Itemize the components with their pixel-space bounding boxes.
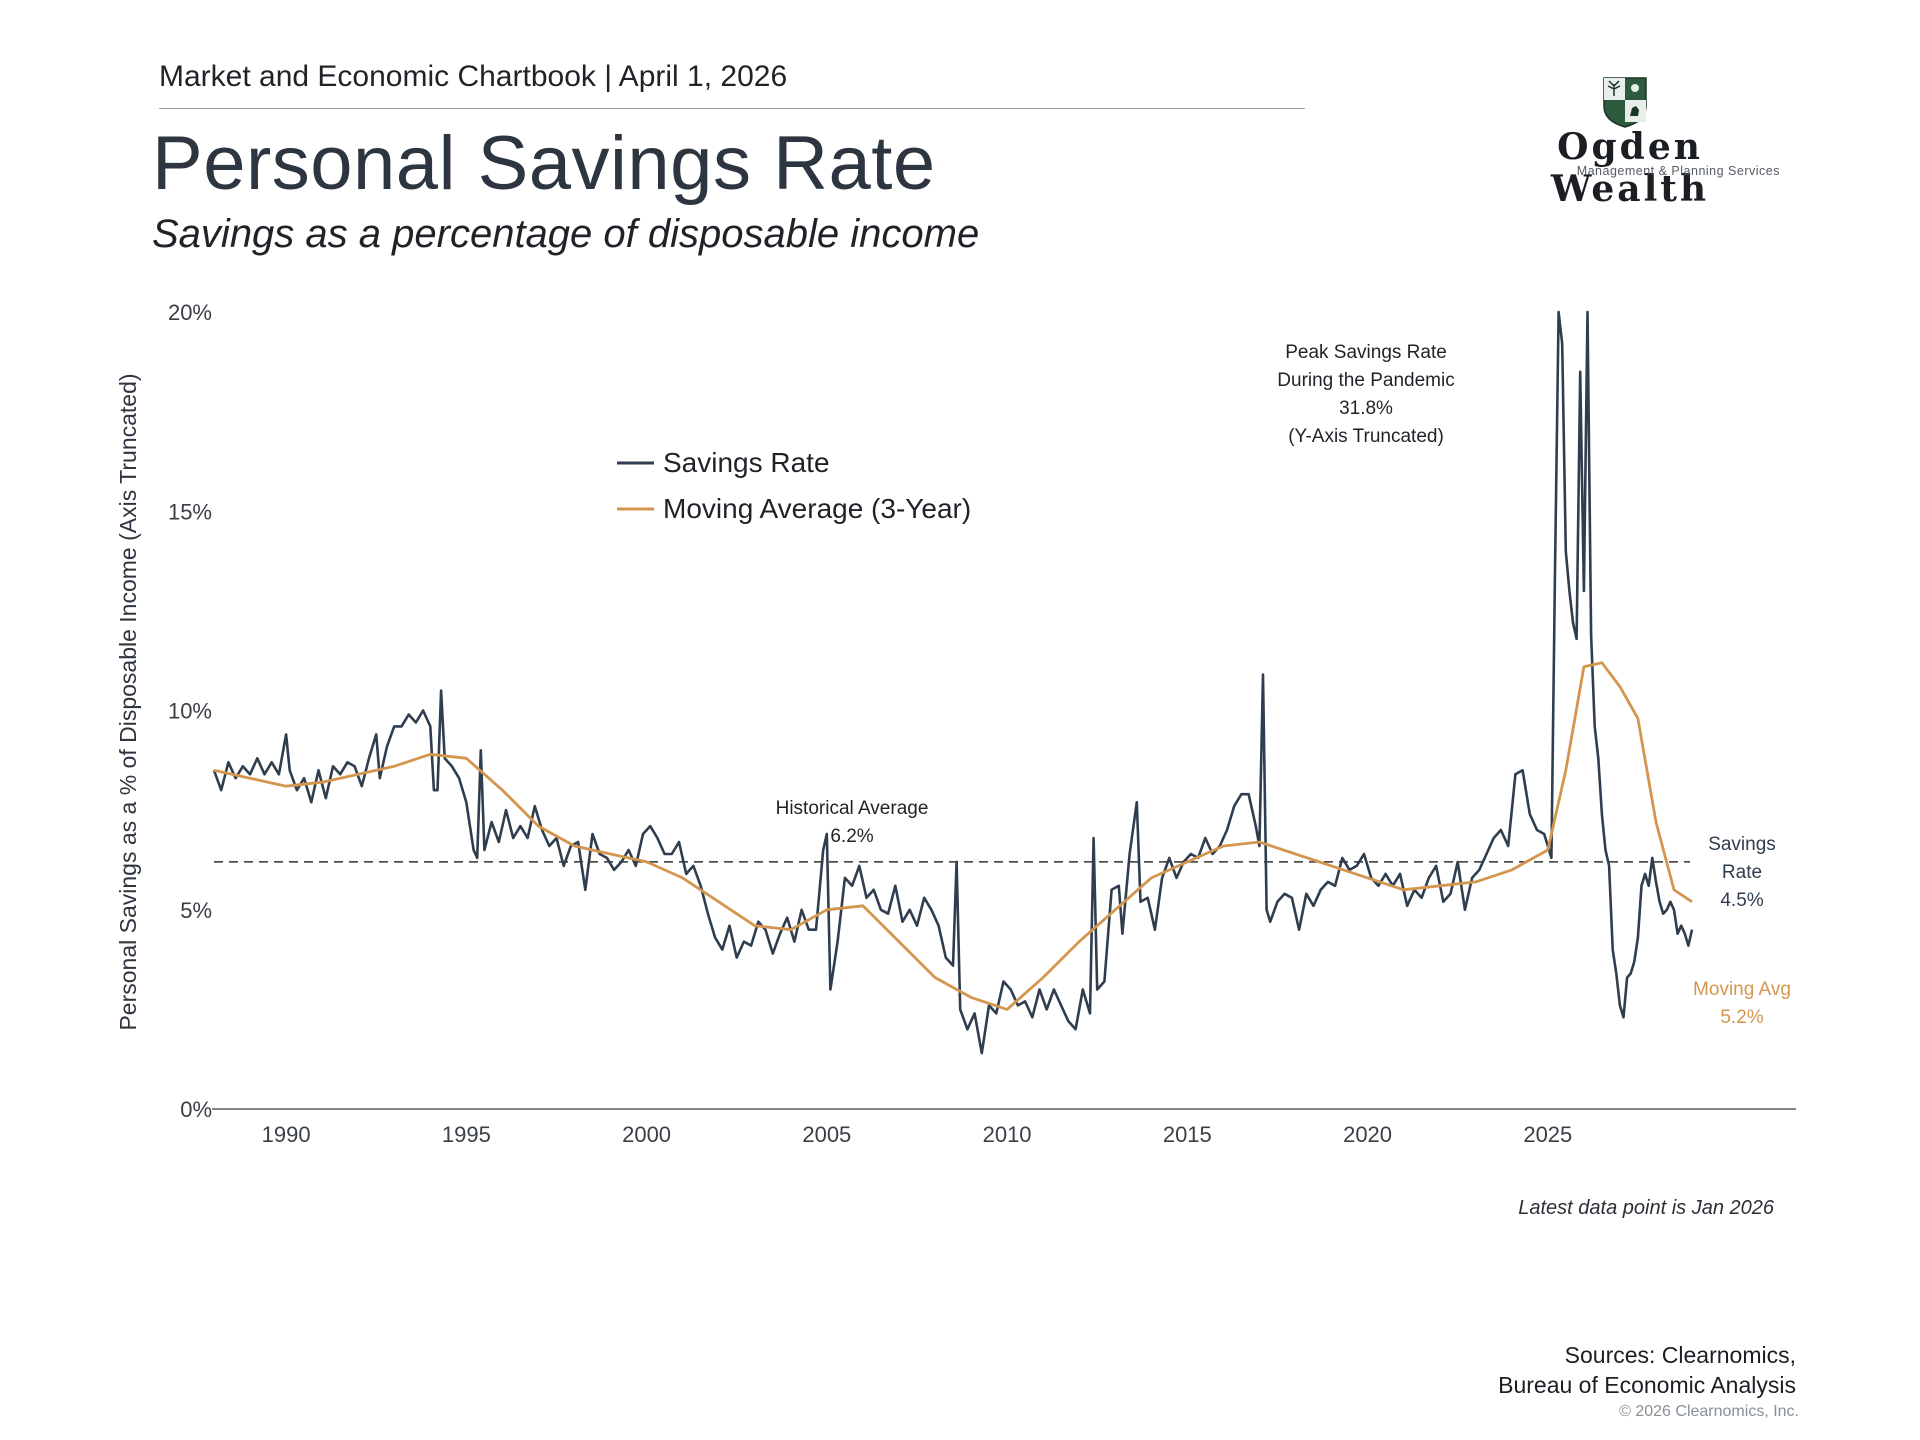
y-tick-label: 10% <box>168 699 212 724</box>
x-tick-label: 2015 <box>1163 1122 1212 1147</box>
x-tick-label: 2020 <box>1343 1122 1392 1147</box>
legend-savings-label: Savings Rate <box>663 447 830 478</box>
peak-annotation-value: 31.8% <box>1339 398 1393 419</box>
crest-icon <box>1603 77 1647 128</box>
company-logo: Ogden Wealth Management & Planning Servi… <box>1490 76 1780 210</box>
x-tick-label: 2025 <box>1523 1122 1572 1147</box>
x-tick-label: 2010 <box>983 1122 1032 1147</box>
moving-avg-end-value: 5.2% <box>1720 1007 1763 1028</box>
historical-average-label: Historical Average <box>776 798 929 819</box>
page-subtitle: Savings as a percentage of disposable in… <box>152 212 980 256</box>
latest-data-note: Latest data point is Jan 2026 <box>1518 1197 1774 1219</box>
y-tick-label: 20% <box>168 300 212 325</box>
x-tick-label: 1990 <box>262 1122 311 1147</box>
historical-average-value: 6.2% <box>830 826 873 847</box>
moving-avg-end-label: Moving Avg 5.2% <box>1693 979 1791 1028</box>
peak-annotation-note: (Y-Axis Truncated) <box>1288 426 1444 447</box>
moving-average-line <box>213 661 1693 1011</box>
y-tick-label: 5% <box>180 898 212 923</box>
logo-tagline: Management & Planning Services <box>1576 164 1780 178</box>
legend-moving-label: Moving Average (3-Year) <box>663 493 971 524</box>
sources-line-2: Bureau of Economic Analysis <box>1498 1372 1796 1398</box>
chartbook-header: Market and Economic Chartbook | April 1,… <box>159 60 788 93</box>
y-tick-label: 0% <box>180 1097 212 1122</box>
savings-end-line1: Savings <box>1708 834 1776 855</box>
y-axis-label: Personal Savings as a % of Disposable In… <box>115 373 141 1030</box>
x-tick-label: 2005 <box>802 1122 851 1147</box>
y-tick-label: 15% <box>168 499 212 524</box>
peak-annotation-line2: During the Pandemic <box>1277 370 1454 391</box>
page-title: Personal Savings Rate <box>152 121 936 206</box>
x-tick-label: 1995 <box>442 1122 491 1147</box>
logo-name: Ogden Wealth <box>1550 126 1710 210</box>
savings-end-label: Savings Rate 4.5% <box>1708 834 1776 911</box>
peak-annotation: Peak Savings Rate During the Pandemic 31… <box>1277 342 1454 447</box>
sources-note: Sources: Clearnomics, Bureau of Economic… <box>1400 1340 1796 1400</box>
sources-line-1: Sources: Clearnomics, <box>1564 1342 1796 1368</box>
y-axis-ticks: 0% 5% 10% 15% 20% <box>168 300 212 1122</box>
savings-rate-line <box>212 310 1694 1055</box>
x-tick-label: 2000 <box>622 1122 671 1147</box>
peak-annotation-line1: Peak Savings Rate <box>1285 342 1447 363</box>
moving-avg-end-line1: Moving Avg <box>1693 979 1791 1000</box>
x-axis-ticks: 1990 1995 2000 2005 2010 2015 2020 2025 <box>262 1122 1573 1147</box>
savings-end-line2: Rate <box>1722 862 1762 883</box>
header-divider <box>159 108 1305 109</box>
chart-legend: Savings Rate Moving Average (3-Year) <box>617 447 971 524</box>
savings-end-value: 4.5% <box>1720 890 1763 911</box>
copyright-note: © 2026 Clearnomics, Inc. <box>1619 1403 1799 1420</box>
historical-average-annotation: Historical Average 6.2% <box>776 798 929 847</box>
